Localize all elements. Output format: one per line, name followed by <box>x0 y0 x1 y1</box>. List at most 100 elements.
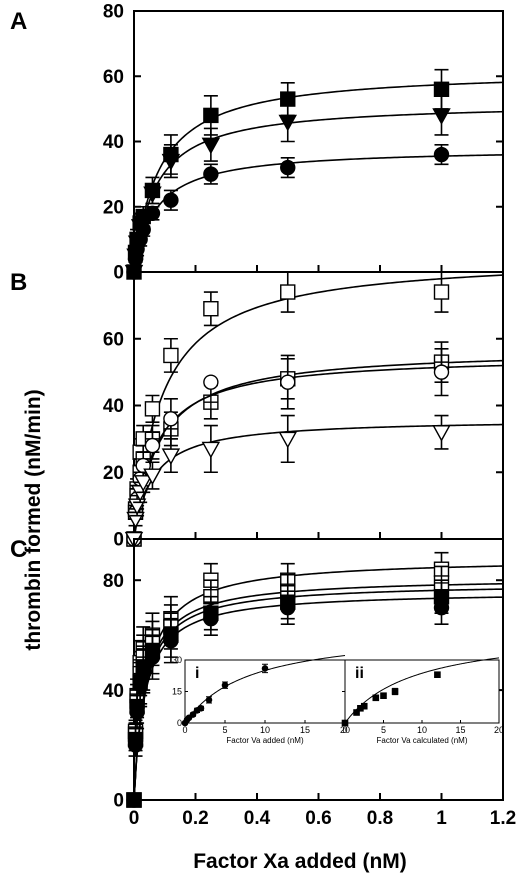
inset-i-point <box>189 711 197 718</box>
panel-a-point <box>143 186 162 204</box>
panel-b-label: B <box>10 269 27 296</box>
inset-i-y-tick-label: 15 <box>172 687 182 697</box>
inset-ii-point <box>434 671 441 679</box>
panel-c-x-tick-label: 0.6 <box>305 808 331 829</box>
panel-a-point <box>432 108 451 125</box>
inset-i-y-tick-label: 0 <box>177 718 182 728</box>
panel-c-point <box>163 632 179 649</box>
inset-i-x-tick-label: 5 <box>222 725 227 735</box>
inset-i-x-tick-label: 0 <box>182 725 187 735</box>
panel-a-y-tick-label: 40 <box>103 132 124 153</box>
panel-b-point <box>161 448 181 466</box>
panel-c-point <box>132 676 148 693</box>
panel-c-x-tick-label: 1.2 <box>490 808 516 829</box>
inset-i: 0 15 30 0 5 10 15 20 i <box>172 655 350 735</box>
inset-ii-label: ii <box>355 665 364 682</box>
inset-ii-background <box>345 660 499 723</box>
inset-i-x-tick-label: 10 <box>260 725 270 735</box>
panel-b-y-tick-label: 40 <box>103 396 124 417</box>
panel-a-y-tick-label: 80 <box>103 2 124 23</box>
x-axis-title: Factor Xa added (nM) <box>193 850 407 873</box>
panel-c-series-4 <box>126 590 504 808</box>
panel-b-point <box>432 425 451 442</box>
panel-a-series-3 <box>126 143 504 280</box>
inset-ii-x-tick-label: 10 <box>417 725 427 735</box>
panel-b-point <box>133 475 153 492</box>
inset-i-point <box>261 665 269 672</box>
panel-a-point <box>201 137 221 155</box>
inset-ii-series-1 <box>341 657 500 727</box>
panel-b-point <box>201 441 221 459</box>
inset-ii-point <box>341 719 349 727</box>
panel-b-series-4 <box>124 414 504 549</box>
panel-c: 0 40 80 0 0.2 0.4 0.6 0.8 1 1.2 C <box>10 536 516 829</box>
panel-b-point <box>280 374 296 390</box>
panel-b-point <box>143 468 162 486</box>
panel-a-y-tick-label: 20 <box>103 197 124 218</box>
panel-c-x-tick-label: 0.2 <box>182 808 208 829</box>
panel-a-point <box>163 192 179 208</box>
panel-a-y-tick-label: 60 <box>103 67 124 88</box>
inset-i-series-1 <box>181 655 346 727</box>
panel-c-point <box>127 737 144 753</box>
inset-ii-x-tick-label: 15 <box>455 725 465 735</box>
panel-c-point <box>135 663 151 679</box>
panel-c-y-tick-label: 80 <box>103 571 124 592</box>
inset-ii-fit-curve-1 <box>344 657 500 724</box>
panel-b-point <box>433 364 450 380</box>
inset-i-x-tick-label: 20 <box>340 725 350 735</box>
panel-a-fit-curve-3 <box>133 154 504 273</box>
panel-c-x-tick-label: 0 <box>129 808 140 829</box>
y-axis-title: thrombin formed (nM/min) <box>22 389 45 650</box>
panel-a-y-tick-label: 0 <box>113 263 124 284</box>
inset-ii-point <box>391 688 399 695</box>
panel-b-y-tick-label: 60 <box>103 329 124 350</box>
inset-ii-x-tick-label: 20 <box>494 725 504 735</box>
panel-c-x-tick-label: 0.4 <box>244 808 271 829</box>
panel-c-x-tick-label: 1 <box>436 808 447 829</box>
panel-b-point <box>278 431 297 449</box>
panel-c-point <box>129 704 145 720</box>
panel-a-label: A <box>10 8 27 35</box>
panel-c-point <box>203 610 219 627</box>
inset-ii-x-tick-label: 5 <box>381 725 386 735</box>
panel-c-point <box>280 599 296 616</box>
panel-a-frame <box>133 10 504 273</box>
panel-b-fit-curve-2 <box>133 359 504 540</box>
panel-c-point <box>126 792 142 808</box>
inset-i-point <box>197 705 205 712</box>
inset-i-point <box>221 681 229 689</box>
panel-b-point <box>163 347 179 364</box>
panel-b-point <box>280 284 296 300</box>
panel-b-point-cross <box>203 395 218 410</box>
inset-ii-point <box>360 702 368 710</box>
panel-b-point <box>203 374 219 390</box>
panel-a-point <box>433 81 450 98</box>
panel-b-fit-curve-4 <box>133 423 504 540</box>
panel-b-point <box>144 401 161 417</box>
panel-b-series-1 <box>126 271 504 547</box>
inset-ii-point <box>353 709 360 716</box>
inset-ii-x-tick-label: 0 <box>342 725 347 735</box>
panel-b-y-tick-label: 20 <box>103 463 124 484</box>
panel-a: 0 20 40 60 80 A <box>10 2 504 284</box>
panel-a-point <box>161 153 181 171</box>
panel-b-point <box>433 284 450 300</box>
panel-b: 0 20 40 60 B <box>10 269 504 551</box>
panel-c-y-tick-label: 40 <box>103 681 124 702</box>
panel-b-series-3 <box>126 347 504 547</box>
panel-a-point <box>203 107 219 124</box>
inset-i-x-tick-label: 15 <box>300 725 310 735</box>
panel-b-point <box>203 301 219 317</box>
panel-c-x-tick-label: 0.8 <box>367 808 393 829</box>
panel-c-point <box>144 649 161 665</box>
inset-ii-point <box>380 692 387 700</box>
inset-i-y-tick-label: 30 <box>172 655 182 665</box>
panel-b-point <box>163 411 179 427</box>
inset-ii-point <box>372 694 380 702</box>
panel-a-series-1 <box>126 68 504 280</box>
panel-a-point <box>278 114 297 132</box>
inset-ii: 0 5 10 15 20 ii <box>341 657 504 735</box>
panel-c-y-tick-label: 0 <box>113 791 124 812</box>
